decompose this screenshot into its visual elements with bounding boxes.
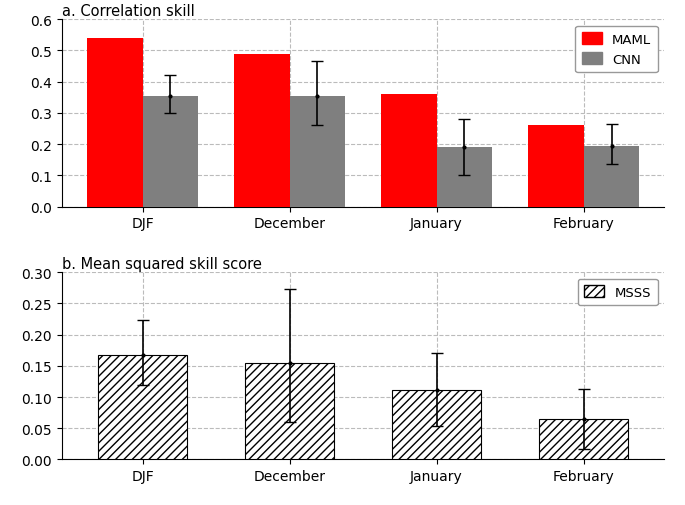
- Bar: [539, 419, 628, 460]
- Text: a. Correlation skill: a. Correlation skill: [62, 4, 195, 19]
- Bar: [436, 148, 493, 207]
- Bar: [86, 39, 142, 207]
- Bar: [142, 96, 199, 207]
- Bar: [392, 390, 482, 460]
- Bar: [290, 96, 345, 207]
- Bar: [381, 95, 436, 207]
- Bar: [234, 55, 290, 207]
- Bar: [98, 355, 187, 460]
- Bar: [584, 146, 640, 207]
- Text: b. Mean squared skill score: b. Mean squared skill score: [62, 257, 262, 271]
- Bar: [527, 126, 584, 207]
- Legend: MAML, CNN: MAML, CNN: [575, 27, 658, 73]
- Legend: MSSS: MSSS: [578, 279, 658, 306]
- Bar: [245, 363, 334, 460]
